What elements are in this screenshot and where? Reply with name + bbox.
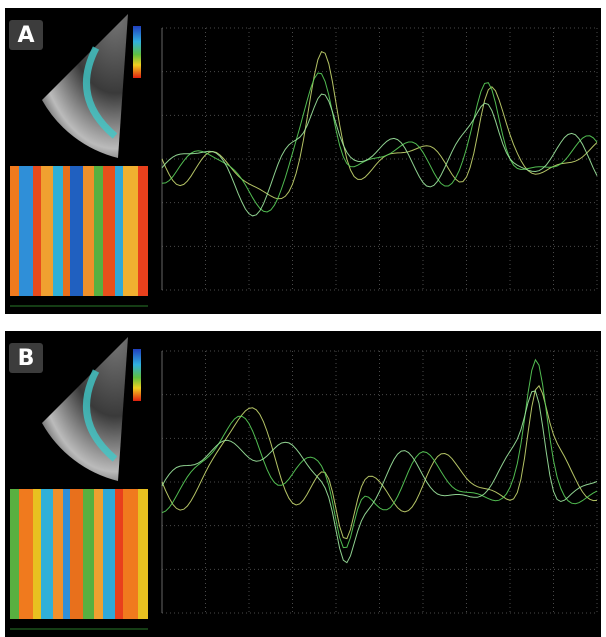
- heatmap-stripe: [10, 489, 19, 619]
- panel-label: B: [18, 346, 35, 371]
- heatmap-stripe: [94, 166, 103, 296]
- heatmap-stripe: [103, 166, 115, 296]
- strain-trace: [161, 358, 598, 549]
- myocardium-overlay: [82, 46, 118, 139]
- heatmap-stripe: [70, 166, 83, 296]
- heatmap-stripe: [83, 166, 94, 296]
- heatmap-stripe: [33, 166, 41, 296]
- heatmap-stripe: [33, 489, 41, 619]
- panel: B: [5, 331, 601, 637]
- heatmap-stripe: [63, 489, 70, 619]
- heatmap-stripe: [19, 166, 33, 296]
- heatmap-stripe: [41, 489, 53, 619]
- myocardium-overlay: [82, 369, 118, 462]
- panel: A: [5, 8, 601, 314]
- panel-label: A: [17, 23, 34, 48]
- strain-trace: [161, 390, 598, 564]
- heatmap-stripe: [115, 489, 123, 619]
- heatmap-stripe: [138, 166, 148, 296]
- heatmap-stripe: [10, 166, 19, 296]
- heatmap-stripe: [63, 166, 70, 296]
- heatmap-stripe: [115, 166, 123, 296]
- panel-label-box: [9, 20, 43, 50]
- heatmap-stripe: [123, 166, 138, 296]
- color-scale: [133, 26, 141, 78]
- strain-trace: [161, 72, 598, 213]
- heatmap-stripe: [53, 166, 63, 296]
- heatmap-stripe: [41, 166, 53, 296]
- heatmap-stripe: [123, 489, 138, 619]
- heatmap-stripe: [94, 489, 103, 619]
- heatmap-stripe: [83, 489, 94, 619]
- heatmap-stripe: [138, 489, 148, 619]
- strain-trace: [161, 93, 598, 217]
- heatmap-stripe: [103, 489, 115, 619]
- strain-trace: [161, 51, 598, 200]
- color-scale: [133, 349, 141, 401]
- strain-trace: [161, 384, 598, 540]
- panel-label-box: [9, 343, 43, 373]
- heatmap-stripe: [53, 489, 63, 619]
- heatmap-stripe: [70, 489, 83, 619]
- heatmap-stripe: [19, 489, 33, 619]
